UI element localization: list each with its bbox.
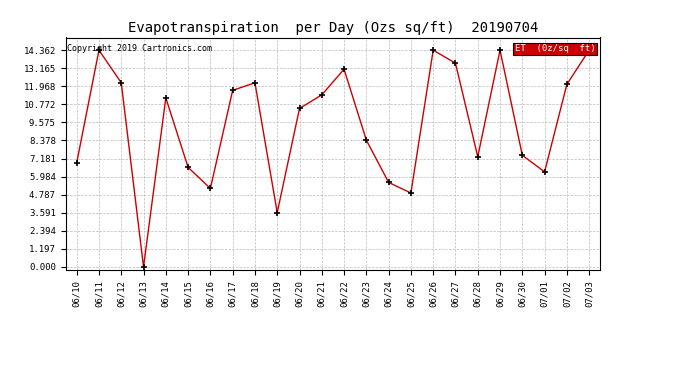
Title: Evapotranspiration  per Day (Ozs sq/ft)  20190704: Evapotranspiration per Day (Ozs sq/ft) 2…: [128, 21, 538, 35]
Text: ET  (0z/sq  ft): ET (0z/sq ft): [515, 45, 595, 54]
Text: Copyright 2019 Cartronics.com: Copyright 2019 Cartronics.com: [67, 45, 212, 54]
